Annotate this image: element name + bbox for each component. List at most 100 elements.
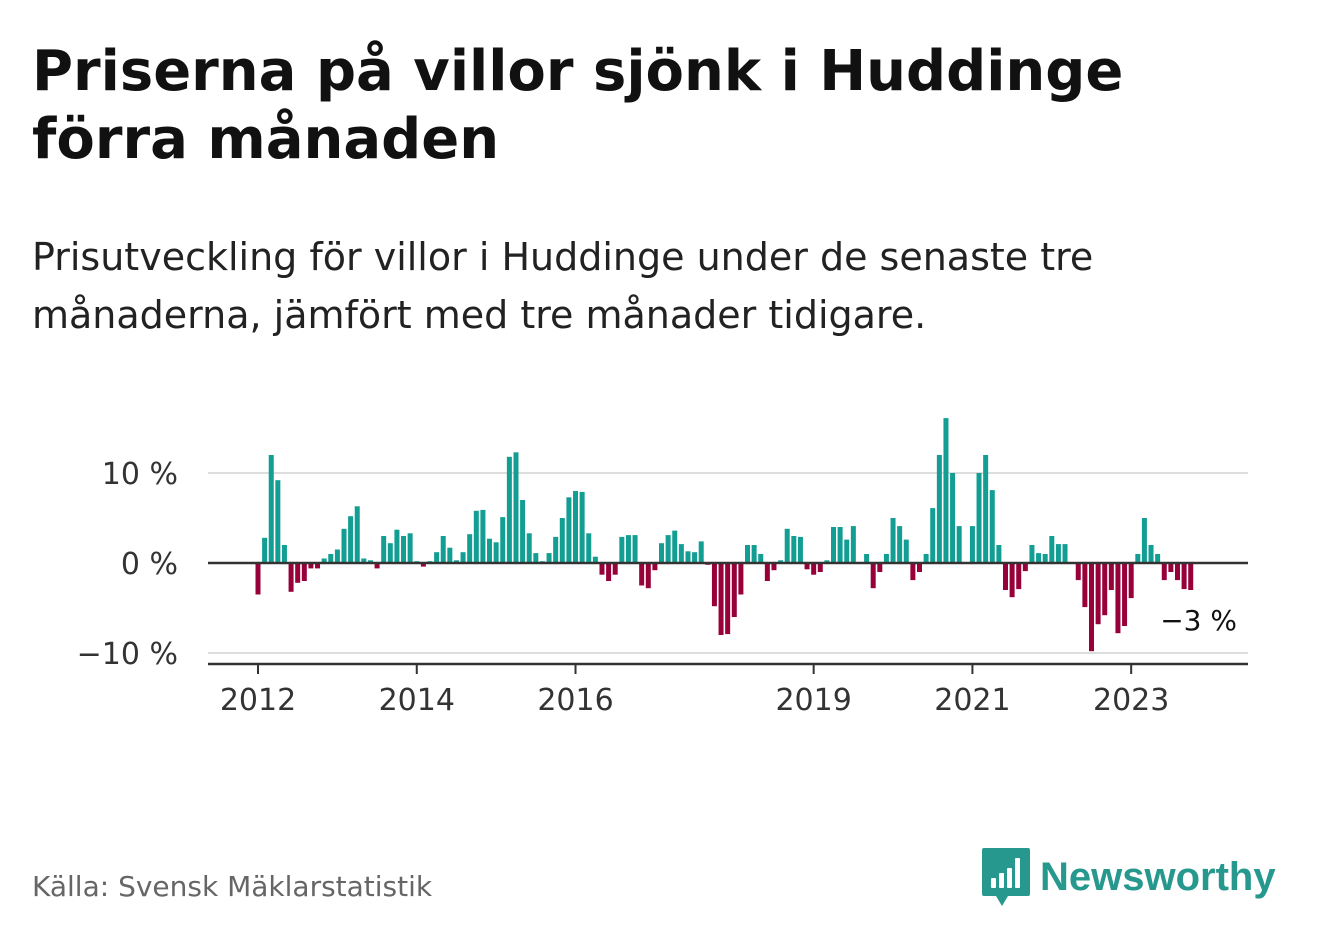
- bar: [725, 563, 731, 635]
- bar: [586, 533, 592, 563]
- bar: [1168, 563, 1174, 572]
- bar: [1055, 544, 1061, 563]
- bar: [864, 554, 870, 563]
- bar: [751, 545, 757, 563]
- bar: [824, 560, 830, 563]
- chart-title: Priserna på villor sjönk i Huddinge förr…: [32, 39, 1124, 172]
- bar: [639, 563, 645, 586]
- bar: [1062, 544, 1068, 563]
- bar: [520, 500, 526, 563]
- x-tick-label: 2023: [1093, 683, 1169, 718]
- bar: [1161, 563, 1167, 581]
- x-tick-label: 2012: [220, 683, 296, 718]
- bar: [1049, 536, 1055, 563]
- bar: [341, 528, 347, 563]
- bar: [467, 534, 473, 563]
- bar: [645, 563, 651, 589]
- bar: [315, 563, 321, 569]
- bar: [526, 533, 532, 563]
- bar: [877, 563, 883, 572]
- bar: [288, 563, 294, 592]
- bar: [1016, 563, 1022, 590]
- chart-bars: [255, 418, 1194, 652]
- source-text: Källa: Svensk Mäklarstatistik: [32, 870, 433, 903]
- bar: [1122, 563, 1128, 626]
- bar: [685, 551, 691, 563]
- bar: [897, 526, 903, 563]
- y-tick-label: 0 %: [121, 547, 178, 582]
- bar: [1022, 563, 1028, 572]
- bar: [301, 563, 307, 581]
- bar: [804, 563, 810, 570]
- bar: [983, 455, 989, 563]
- bar: [328, 554, 334, 563]
- bar-chart: 10 % 0 % −10 % 2012 2014 2016 2019 2021 2023 −3…: [77, 418, 1248, 718]
- bar: [771, 563, 777, 571]
- bar: [308, 563, 314, 569]
- bar: [1075, 563, 1081, 581]
- bar: [903, 539, 909, 563]
- bar: [632, 535, 638, 563]
- bar: [890, 518, 896, 563]
- bar: [1003, 563, 1008, 590]
- bar: [870, 563, 876, 589]
- bar: [407, 533, 413, 563]
- x-axis-ticks: 2012 2014 2016 2019 2021 2023: [220, 664, 1169, 718]
- bar: [533, 553, 539, 563]
- bar: [711, 563, 717, 607]
- y-tick-label: 10 %: [102, 457, 178, 492]
- bar: [255, 563, 261, 595]
- bar: [917, 563, 922, 572]
- bar: [791, 536, 797, 563]
- bar: [1036, 553, 1042, 563]
- bar: [1029, 545, 1035, 563]
- bar: [480, 509, 486, 563]
- bar: [738, 563, 744, 595]
- bar: [268, 455, 274, 563]
- bar: [334, 549, 340, 563]
- bar: [460, 552, 466, 563]
- bar: [1088, 563, 1094, 652]
- bar: [996, 545, 1002, 563]
- bar: [606, 563, 612, 581]
- bar: [321, 558, 327, 563]
- bar: [295, 563, 301, 583]
- bar: [447, 547, 453, 563]
- bar: [619, 536, 625, 563]
- bar: [778, 560, 784, 563]
- brand-name: Newsworthy: [1040, 854, 1276, 899]
- bar: [831, 527, 836, 563]
- bar: [566, 497, 572, 563]
- bar: [1108, 563, 1114, 590]
- bar: [573, 491, 579, 563]
- bar: [473, 510, 479, 563]
- bar: [275, 480, 281, 563]
- bar: [361, 558, 367, 563]
- bar: [976, 473, 982, 563]
- bar: [1102, 563, 1108, 616]
- y-axis-ticks: 10 % 0 % −10 %: [77, 457, 178, 672]
- bar: [387, 543, 393, 563]
- bar: [440, 536, 446, 563]
- bar: [758, 554, 764, 563]
- bar: [374, 563, 380, 569]
- bar: [659, 543, 665, 563]
- bar: [923, 554, 929, 563]
- bar: [513, 452, 519, 563]
- bar: [579, 491, 585, 563]
- bar: [665, 535, 671, 563]
- bar: [262, 537, 268, 563]
- bar: [969, 526, 975, 563]
- newsworthy-logo-icon: [982, 848, 1030, 906]
- bar: [652, 563, 658, 571]
- bar: [1009, 563, 1015, 598]
- bar: [453, 560, 459, 563]
- bar: [367, 560, 373, 563]
- bar: [401, 536, 407, 563]
- bar: [559, 518, 565, 563]
- x-tick-label: 2016: [537, 683, 613, 718]
- last-value-label: −3 %: [1160, 604, 1237, 637]
- bar: [1181, 563, 1187, 590]
- bar: [718, 563, 724, 635]
- bar: [678, 544, 684, 563]
